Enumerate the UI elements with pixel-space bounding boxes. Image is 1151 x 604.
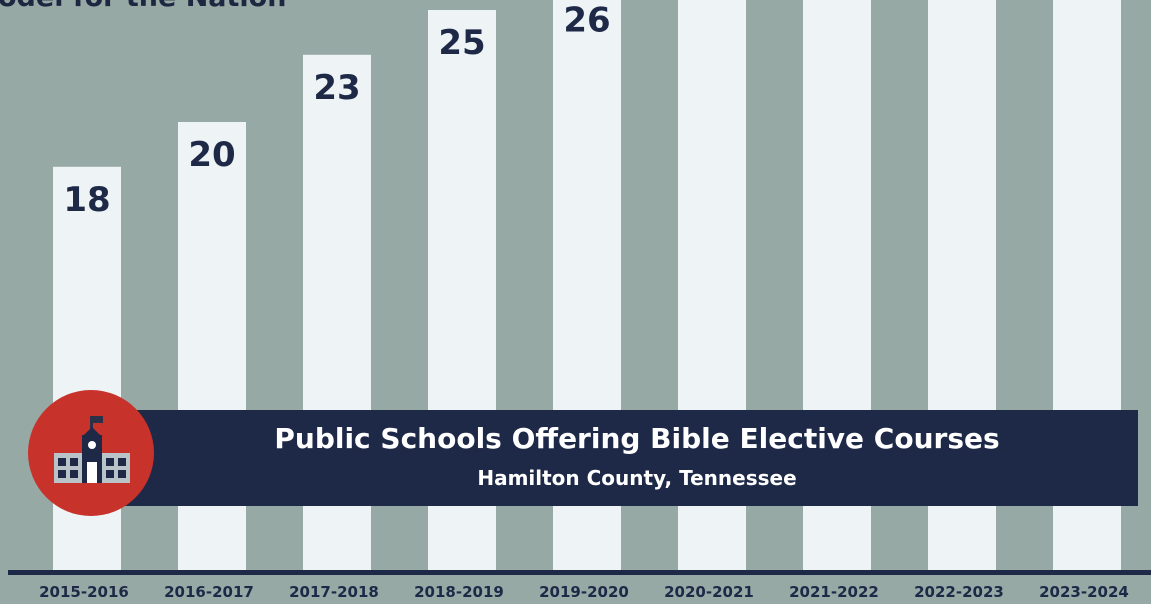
value-label-2019-2020: 26 <box>563 1 610 41</box>
value-label-2015-2016: 18 <box>63 180 110 220</box>
value-label-2018-2019: 25 <box>438 23 485 63</box>
category-label-2018-2019: 2018-2019 <box>414 583 504 601</box>
category-label-2017-2018: 2017-2018 <box>289 583 379 601</box>
value-labels-group: 182023252628293232 <box>63 1 610 220</box>
chart-title: Public Schools Offering Bible Elective C… <box>274 422 1000 455</box>
school-building-icon <box>54 416 130 483</box>
category-label-2022-2023: 2022-2023 <box>914 583 1004 601</box>
school-badge <box>28 390 154 516</box>
category-labels-group: 2015-2016 2016-2017 2017-2018 2018-2019 2019… <box>39 583 1129 601</box>
header-title-partial: odel for the Nation <box>0 0 286 13</box>
category-label-2016-2017: 2016-2017 <box>164 583 254 601</box>
value-label-2016-2017: 20 <box>188 135 235 175</box>
chart-subtitle: Hamilton County, Tennessee <box>477 466 797 490</box>
category-label-2015-2016: 2015-2016 <box>39 583 129 601</box>
value-label-2017-2018: 23 <box>313 68 360 108</box>
category-label-2023-2024: 2023-2024 <box>1039 583 1129 601</box>
category-label-2020-2021: 2020-2021 <box>664 583 754 601</box>
chart-title-banner: Public Schools Offering Bible Elective C… <box>96 410 1138 506</box>
baseline <box>8 570 1151 575</box>
category-label-2019-2020: 2019-2020 <box>539 583 629 601</box>
category-label-2021-2022: 2021-2022 <box>789 583 879 601</box>
